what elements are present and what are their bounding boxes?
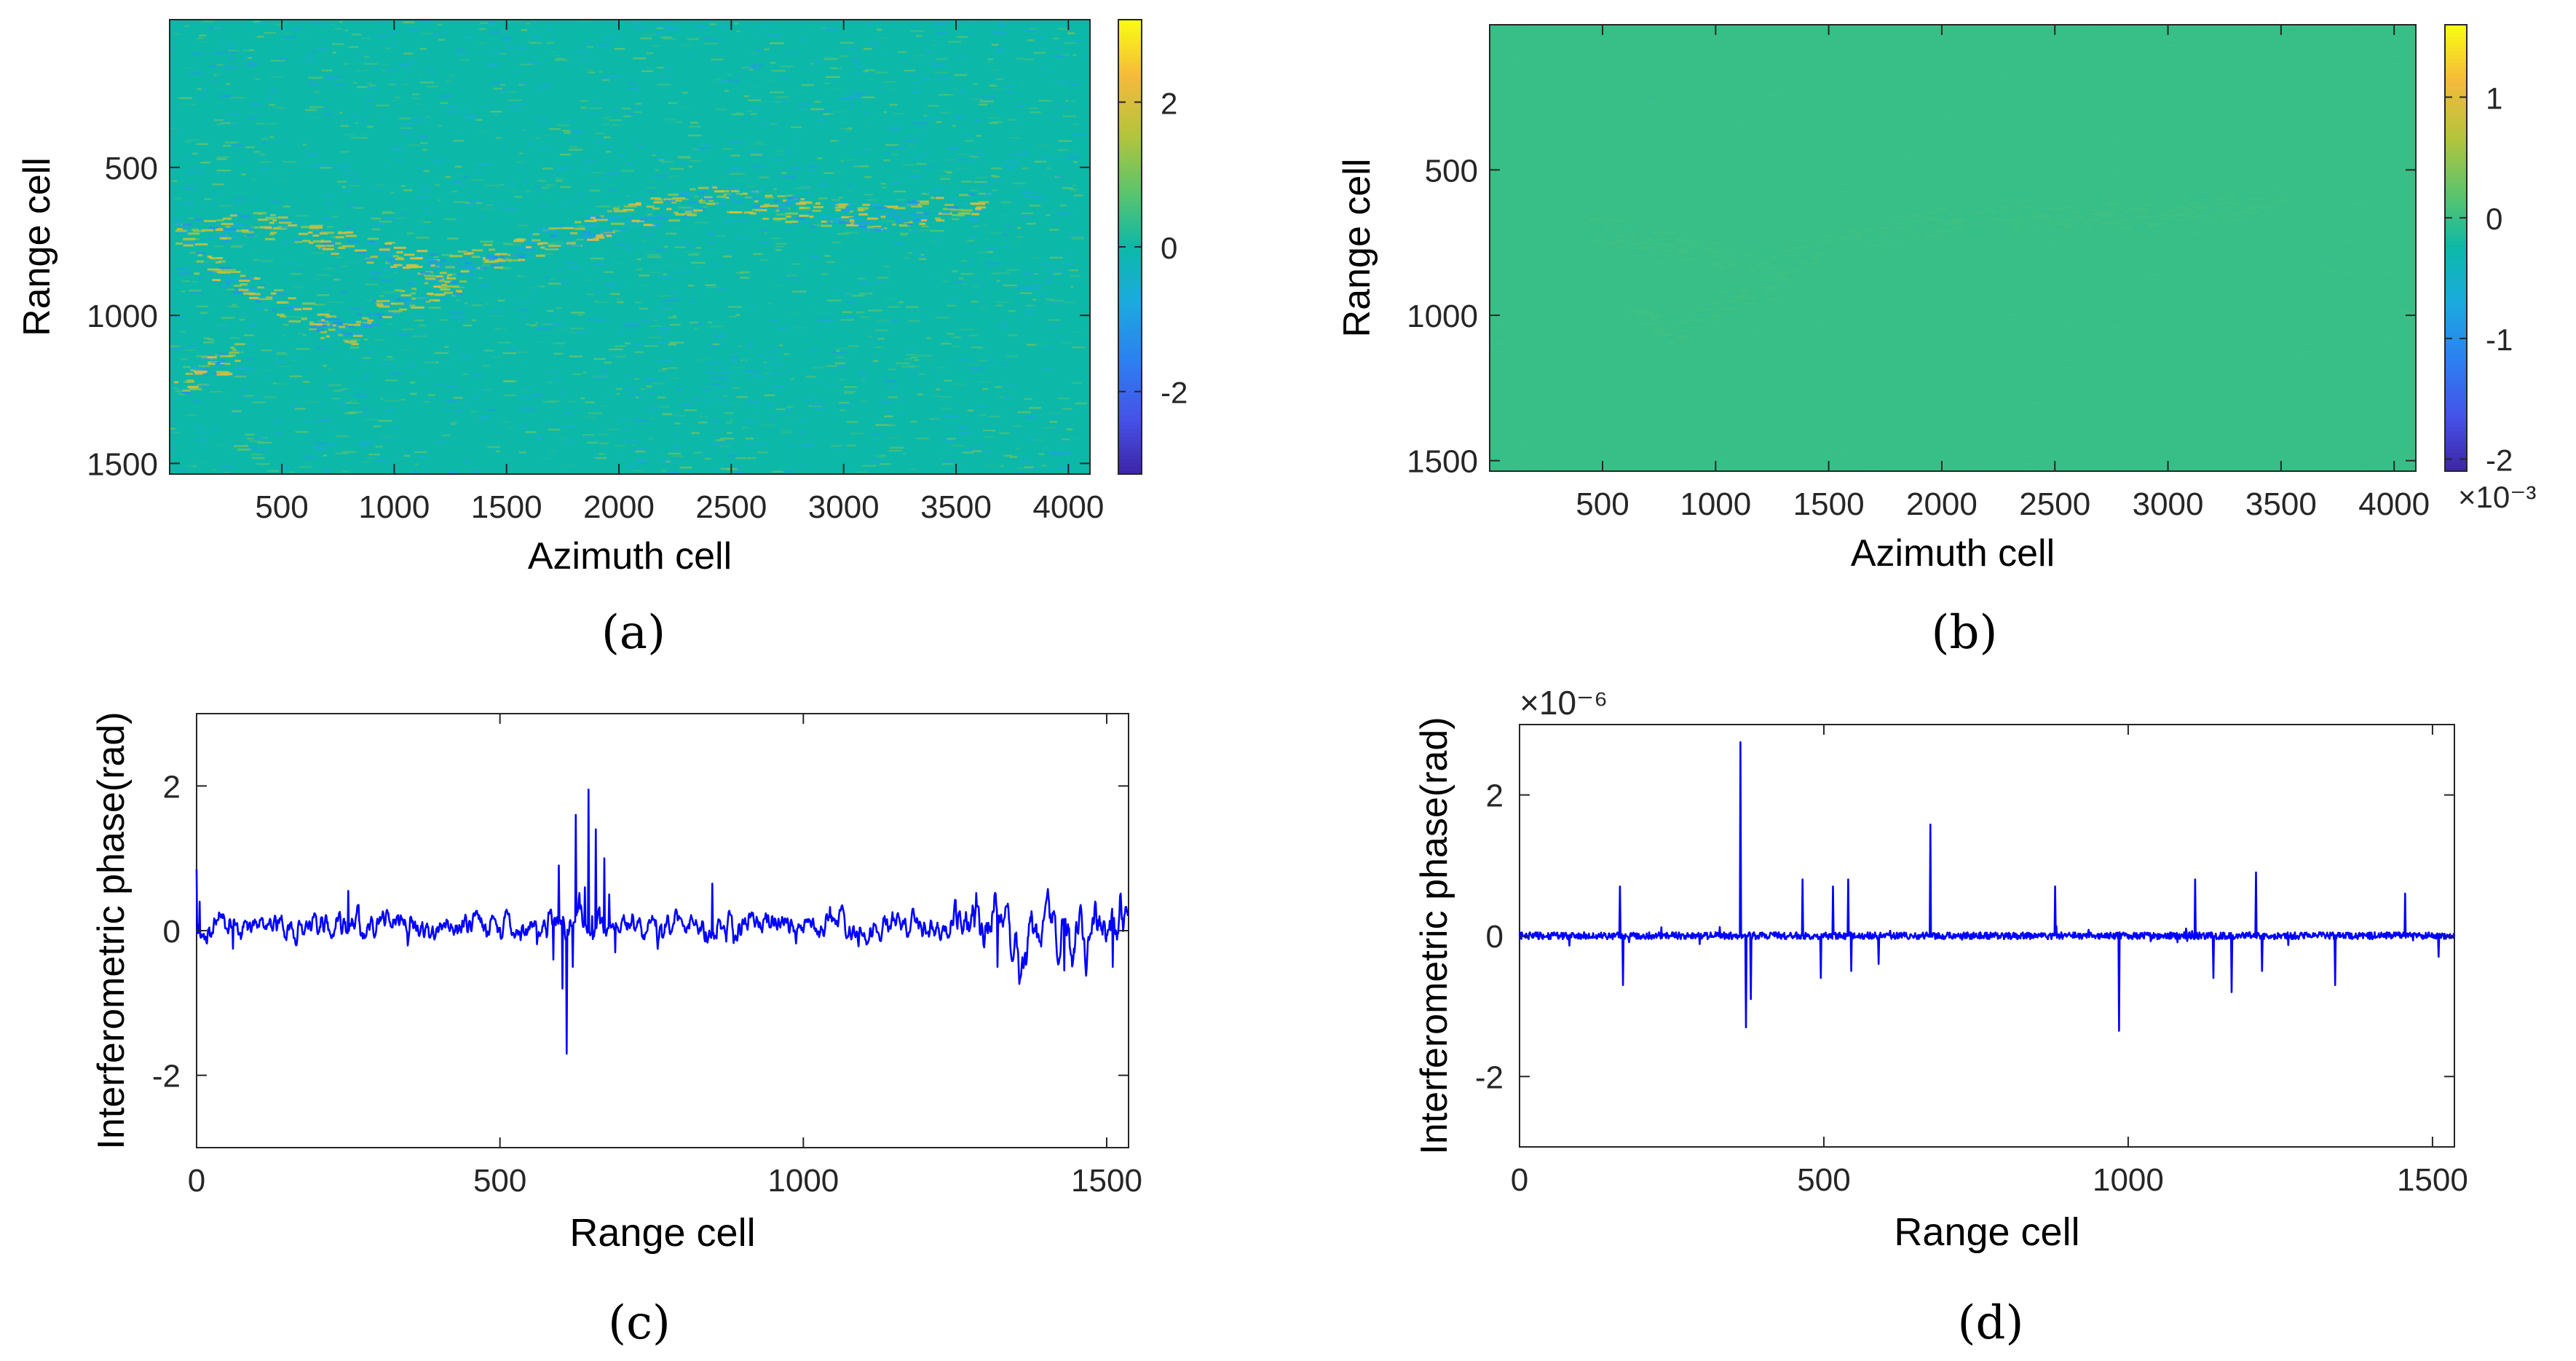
x-tick-label: 500 [473, 1163, 526, 1199]
colorbar-tick-label: 0 [1161, 231, 1177, 265]
heatmap-background [1490, 25, 2416, 471]
colorbar-tick-label: -1 [2486, 323, 2513, 357]
heatmap-features [1580, 189, 2290, 344]
x-tick-label: 1500 [2397, 1162, 2468, 1198]
y-axis-label: Interferometric phase(rad) [1413, 717, 1455, 1154]
colorbar: -2 -1 0 1 ×10⁻³ [2444, 24, 2536, 514]
x-tick-label: 0 [1511, 1162, 1528, 1198]
heatmap-speckle [1490, 25, 2411, 471]
colorbar-tick-label: 0 [2486, 202, 2502, 236]
x-tick-label: 1500 [1071, 1163, 1142, 1199]
x-tick-label: 1000 [2093, 1162, 2164, 1198]
x-tick-label: 3500 [920, 489, 992, 525]
series-line [195, 789, 1129, 1055]
panel-a-heatmap: 500 1000 1500 2000 2500 3000 3500 4000 500 1000 15… [16, 19, 1188, 577]
panel-d-label: (d) [1958, 1296, 2024, 1350]
y-tick-label: -2 [152, 1059, 181, 1094]
colorbar-tick-label: 1 [2486, 81, 2502, 115]
y-tick-label: 500 [1425, 153, 1478, 189]
panel-b-heatmap: 500 1000 1500 2000 2500 3000 3500 4000 500 1000 15… [1336, 24, 2536, 575]
colorbar-exponent-label: ×10⁻³ [2458, 480, 2536, 514]
x-axis-label: Range cell [1894, 1210, 2079, 1254]
y-tick-label: -2 [1475, 1060, 1504, 1095]
y-axis-label: Range cell [16, 157, 58, 336]
colorbar-tick-label: -2 [2486, 443, 2513, 477]
panel-b-label: (b) [1932, 606, 1998, 660]
x-tick-label: 1500 [471, 489, 542, 525]
x-tick-label: 3500 [2245, 486, 2317, 522]
x-tick-label: 1000 [358, 489, 430, 525]
panel-d-line-plot: 0 500 1000 1500 -2 0 2 Range cell Interferometri… [1413, 684, 2468, 1254]
x-tick-label: 2000 [1906, 486, 1978, 522]
colorbar-tick-label: 2 [1161, 86, 1177, 120]
y-tick-label: 1500 [1407, 444, 1478, 480]
x-tick-label: 1500 [1793, 486, 1865, 522]
panel-a-label: (a) [601, 606, 665, 660]
x-tick-label: 500 [255, 489, 308, 525]
y-tick-label: 2 [1486, 778, 1504, 814]
y-axis-label: Interferometric phase(rad) [90, 711, 133, 1149]
colorbar-box [2444, 24, 2468, 472]
x-tick-label: 1000 [1680, 486, 1751, 522]
panel-c-label: (c) [608, 1296, 671, 1350]
y-tick-label: 500 [105, 151, 158, 186]
x-tick-label: 2500 [695, 489, 767, 525]
y-axis-label: Range cell [1336, 159, 1378, 338]
x-axis-label: Azimuth cell [528, 535, 732, 577]
heatmap-features [173, 186, 989, 394]
y-tick-label: 2 [163, 769, 181, 805]
x-tick-label: 3000 [808, 489, 880, 525]
colorbar-tick-label: -2 [1161, 376, 1188, 410]
axes-box [169, 19, 1091, 475]
x-axis-label: Azimuth cell [1851, 532, 2055, 575]
x-tick-label: 500 [1797, 1162, 1850, 1198]
series-line [1518, 741, 2455, 1032]
y-tick-label: 1500 [87, 446, 158, 482]
x-tick-label: 500 [1576, 486, 1629, 522]
x-tick-label: 4000 [1032, 489, 1104, 525]
axes-box [1489, 24, 2417, 472]
x-axis-label: Range cell [569, 1211, 755, 1255]
x-tick-label: 4000 [2358, 486, 2430, 522]
x-tick-label: 0 [188, 1163, 205, 1199]
panel-c-line-plot: 0 500 1000 1500 -2 0 2 Range cell Interferometri… [90, 711, 1142, 1255]
heatmap-speckle [170, 20, 1087, 474]
x-tick-label: 2000 [583, 489, 655, 525]
y-tick-label: 1000 [1407, 299, 1478, 334]
colorbar: -2 0 2 [1118, 19, 1188, 475]
x-tick-label: 3000 [2133, 486, 2204, 522]
y-exponent-label: ×10⁻⁶ [1520, 684, 1608, 722]
x-tick-label: 1000 [767, 1163, 839, 1199]
y-tick-label: 0 [1486, 919, 1504, 955]
y-tick-label: 1000 [87, 299, 158, 334]
y-tick-label: 0 [163, 914, 181, 950]
x-tick-label: 2500 [2019, 486, 2090, 522]
